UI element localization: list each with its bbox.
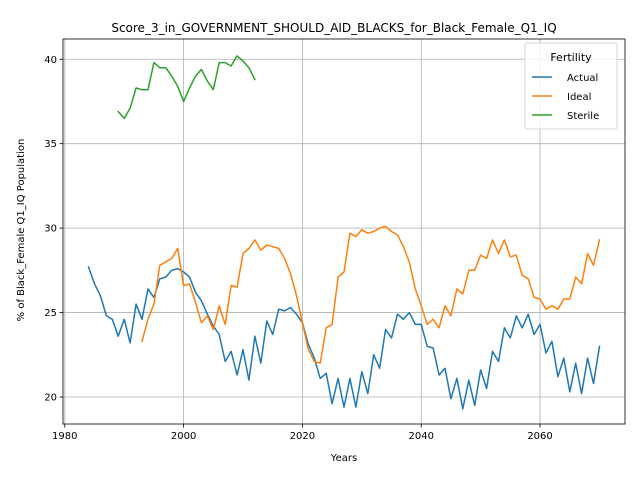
y-axis-label: % of Black_Female Q1_IQ Population <box>16 139 27 322</box>
legend-title: Fertility <box>550 51 592 64</box>
legend-label-sterile: Sterile <box>567 111 599 122</box>
y-tick-label: 25 <box>44 308 57 319</box>
x-axis-ticks: 1980 2000 2020 2040 2060 <box>52 424 553 442</box>
x-tick-label: 1980 <box>52 431 77 442</box>
x-tick-label: 2060 <box>527 431 552 442</box>
y-tick-label: 35 <box>44 139 57 150</box>
legend-label-actual: Actual <box>567 73 598 84</box>
y-tick-label: 40 <box>44 55 57 66</box>
series-line-actual <box>87 266 601 410</box>
series-line-ideal <box>141 225 601 364</box>
legend-label-ideal: Ideal <box>567 92 591 103</box>
legend-box <box>524 42 618 130</box>
plot-frame <box>62 38 626 425</box>
legend: Fertility Actual Ideal Sterile <box>524 42 618 130</box>
x-tick-label: 2040 <box>409 431 434 442</box>
x-tick-label: 2000 <box>171 431 196 442</box>
series-line-sterile <box>117 55 256 120</box>
x-axis-label: Years <box>330 453 357 464</box>
y-tick-label: 30 <box>44 224 57 235</box>
y-tick-label: 20 <box>44 392 57 403</box>
x-tick-label: 2020 <box>290 431 315 442</box>
y-axis-ticks: 20 25 30 35 40 <box>44 55 63 403</box>
series-lines <box>87 55 601 410</box>
chart-title: Score_3_in_GOVERNMENT_SHOULD_AID_BLACKS_… <box>111 21 556 35</box>
